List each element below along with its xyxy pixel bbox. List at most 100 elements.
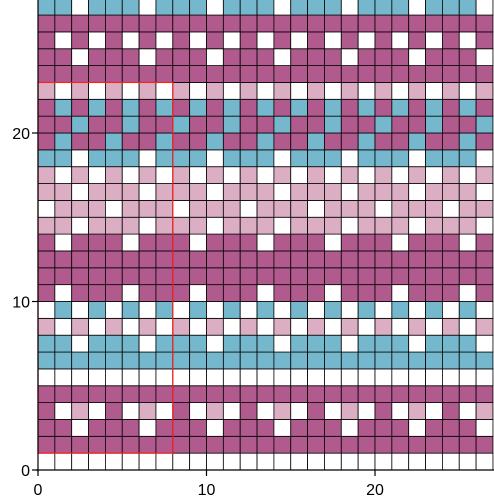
grid-cell <box>256 301 275 319</box>
grid-cell <box>357 31 376 50</box>
grid-cell <box>206 199 224 218</box>
grid-cell <box>391 48 410 67</box>
grid-cell <box>340 368 359 387</box>
grid-cell <box>37 48 56 67</box>
grid-cell <box>121 385 140 404</box>
grid-cell <box>138 301 157 319</box>
grid-cell <box>324 48 342 67</box>
grid-cell <box>239 250 258 269</box>
grid-cell <box>71 216 89 235</box>
grid-cell <box>374 233 393 252</box>
grid-cell <box>357 48 376 67</box>
grid-cell <box>105 250 123 269</box>
grid-cell <box>222 385 241 404</box>
grid-cell <box>374 82 393 100</box>
grid-cell <box>138 115 157 134</box>
cell-grid <box>37 0 494 471</box>
grid-cell <box>475 385 494 404</box>
grid-cell <box>324 216 342 235</box>
grid-cell <box>206 98 224 117</box>
grid-cell <box>239 166 258 184</box>
grid-cell <box>88 115 106 134</box>
grid-cell <box>307 284 325 302</box>
grid-cell <box>458 435 477 454</box>
grid-cell <box>458 402 477 420</box>
grid-cell <box>458 65 477 83</box>
grid-cell <box>155 317 174 336</box>
grid-cell <box>425 368 443 387</box>
grid-cell <box>425 267 443 286</box>
grid-cell <box>121 334 140 353</box>
grid-cell <box>222 233 241 252</box>
grid-cell <box>71 419 89 437</box>
grid-cell <box>441 435 460 454</box>
grid-cell <box>408 301 426 319</box>
grid-cell <box>239 301 258 319</box>
grid-cell <box>425 183 443 201</box>
grid-cell <box>155 267 174 286</box>
grid-cell <box>71 385 89 404</box>
grid-cell <box>206 435 224 454</box>
grid-cell <box>155 368 174 387</box>
grid-cell <box>307 334 325 353</box>
grid-cell <box>458 301 477 319</box>
grid-cell <box>105 233 123 252</box>
grid-cell <box>340 216 359 235</box>
grid-cell <box>458 267 477 286</box>
grid-cell <box>155 435 174 454</box>
grid-cell <box>391 351 410 370</box>
grid-cell <box>425 65 443 83</box>
grid-cell <box>340 351 359 370</box>
grid-cell <box>189 233 207 252</box>
grid-cell <box>189 368 207 387</box>
grid-cell <box>475 115 494 134</box>
grid-cell <box>256 82 275 100</box>
grid-cell <box>155 385 174 404</box>
grid-cell <box>121 250 140 269</box>
grid-cell <box>357 419 376 437</box>
grid-cell <box>458 98 477 117</box>
grid-cell <box>138 368 157 387</box>
grid-cell <box>340 385 359 404</box>
grid-cell <box>273 149 292 168</box>
grid-cell <box>172 233 191 252</box>
grid-cell <box>324 334 342 353</box>
grid-cell <box>374 385 393 404</box>
grid-cell <box>54 334 73 353</box>
grid-cell <box>290 48 309 67</box>
grid-cell <box>239 132 258 151</box>
grid-cell <box>206 65 224 83</box>
grid-cell <box>121 301 140 319</box>
grid-cell <box>391 14 410 33</box>
grid-cell <box>290 0 309 16</box>
grid-cell <box>340 132 359 151</box>
grid-cell <box>37 31 56 50</box>
grid-cell <box>340 301 359 319</box>
grid-cell <box>273 31 292 50</box>
grid-cell <box>155 216 174 235</box>
grid-cell <box>105 317 123 336</box>
grid-cell <box>475 0 494 16</box>
grid-cell <box>189 351 207 370</box>
grid-cell <box>357 132 376 151</box>
grid-cell <box>408 98 426 117</box>
grid-cell <box>71 351 89 370</box>
grid-cell <box>121 267 140 286</box>
grid-cell <box>441 14 460 33</box>
grid-cell <box>408 368 426 387</box>
grid-cell <box>475 301 494 319</box>
grid-cell <box>458 385 477 404</box>
grid-cell <box>408 149 426 168</box>
grid-cell <box>357 14 376 33</box>
grid-cell <box>37 317 56 336</box>
grid-cell <box>222 149 241 168</box>
grid-cell <box>239 233 258 252</box>
grid-cell <box>475 351 494 370</box>
grid-cell <box>324 317 342 336</box>
grid-cell <box>189 317 207 336</box>
grid-cell <box>105 216 123 235</box>
grid-cell <box>290 317 309 336</box>
grid-cell <box>239 149 258 168</box>
y-tick-label: 0 <box>21 463 30 480</box>
grid-cell <box>441 402 460 420</box>
